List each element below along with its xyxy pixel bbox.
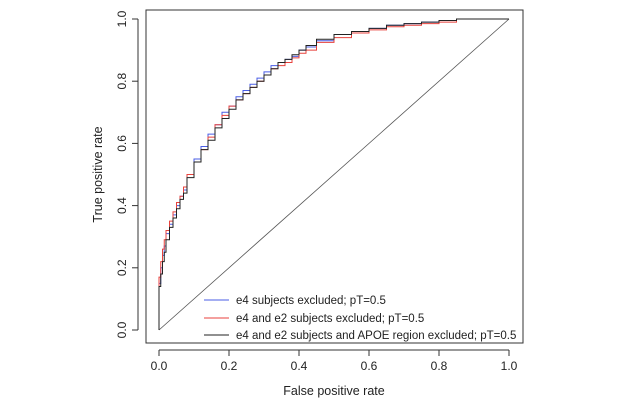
legend: e4 subjects excluded; pT=0.5 e4 and e2 su… (204, 295, 516, 342)
y-tick-label: 0.2 (115, 259, 129, 276)
x-axis: 0.0 0.2 0.4 0.6 0.8 1.0 (151, 349, 518, 373)
x-axis-title: False positive rate (283, 384, 384, 398)
y-tick-label: 0.4 (115, 197, 129, 214)
y-tick-label: 0.6 (115, 135, 129, 152)
plot-area (158, 18, 510, 331)
reference-diagonal-line (158, 18, 510, 331)
x-tick-label: 0.0 (151, 359, 168, 373)
x-tick-label: 0.8 (431, 359, 448, 373)
x-tick-label: 0.4 (291, 359, 308, 373)
x-tick-label: 0.6 (361, 359, 378, 373)
plot-frame (145, 9, 524, 344)
legend-label: e4 and e2 subjects excluded; pT=0.5 (236, 313, 424, 325)
y-axis-title: True positive rate (91, 126, 105, 222)
x-tick-label: 0.2 (221, 359, 238, 373)
x-tick-label: 1.0 (501, 359, 518, 373)
y-tick-label: 1.0 (115, 10, 129, 27)
legend-label: e4 and e2 subjects and APOE region exclu… (236, 330, 516, 342)
legend-label: e4 subjects excluded; pT=0.5 (236, 295, 386, 307)
roc-curve-e4-e2-apoe-excluded (158, 18, 509, 330)
y-tick-label: 0.8 (115, 73, 129, 90)
y-axis: 0.0 0.2 0.4 0.6 0.8 1.0 (115, 10, 139, 338)
y-tick-label: 0.0 (115, 321, 129, 338)
